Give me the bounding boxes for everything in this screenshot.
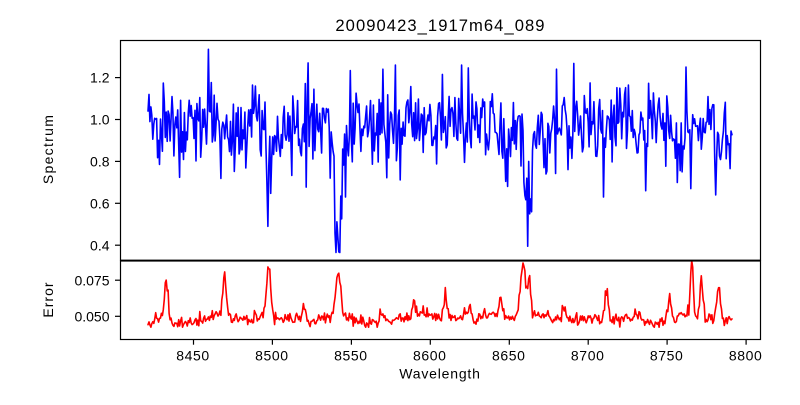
svg-text:1.0: 1.0 <box>90 112 110 128</box>
svg-text:1.2: 1.2 <box>90 70 110 86</box>
svg-text:8450: 8450 <box>176 348 210 364</box>
svg-text:0.6: 0.6 <box>90 195 110 211</box>
svg-text:Spectrum: Spectrum <box>40 114 56 184</box>
svg-text:8550: 8550 <box>334 348 368 364</box>
svg-text:Error: Error <box>40 281 56 317</box>
svg-text:0.050: 0.050 <box>74 308 109 324</box>
svg-text:8750: 8750 <box>650 348 684 364</box>
svg-text:8600: 8600 <box>413 348 447 364</box>
svg-text:8650: 8650 <box>492 348 526 364</box>
svg-text:0.075: 0.075 <box>74 272 109 288</box>
svg-text:8800: 8800 <box>729 348 763 364</box>
svg-text:8500: 8500 <box>255 348 289 364</box>
svg-text:8700: 8700 <box>571 348 605 364</box>
svg-text:0.4: 0.4 <box>90 237 110 253</box>
svg-text:0.8: 0.8 <box>90 154 110 170</box>
svg-text:Wavelength: Wavelength <box>399 366 480 382</box>
svg-text:20090423_1917m64_089: 20090423_1917m64_089 <box>335 16 545 35</box>
